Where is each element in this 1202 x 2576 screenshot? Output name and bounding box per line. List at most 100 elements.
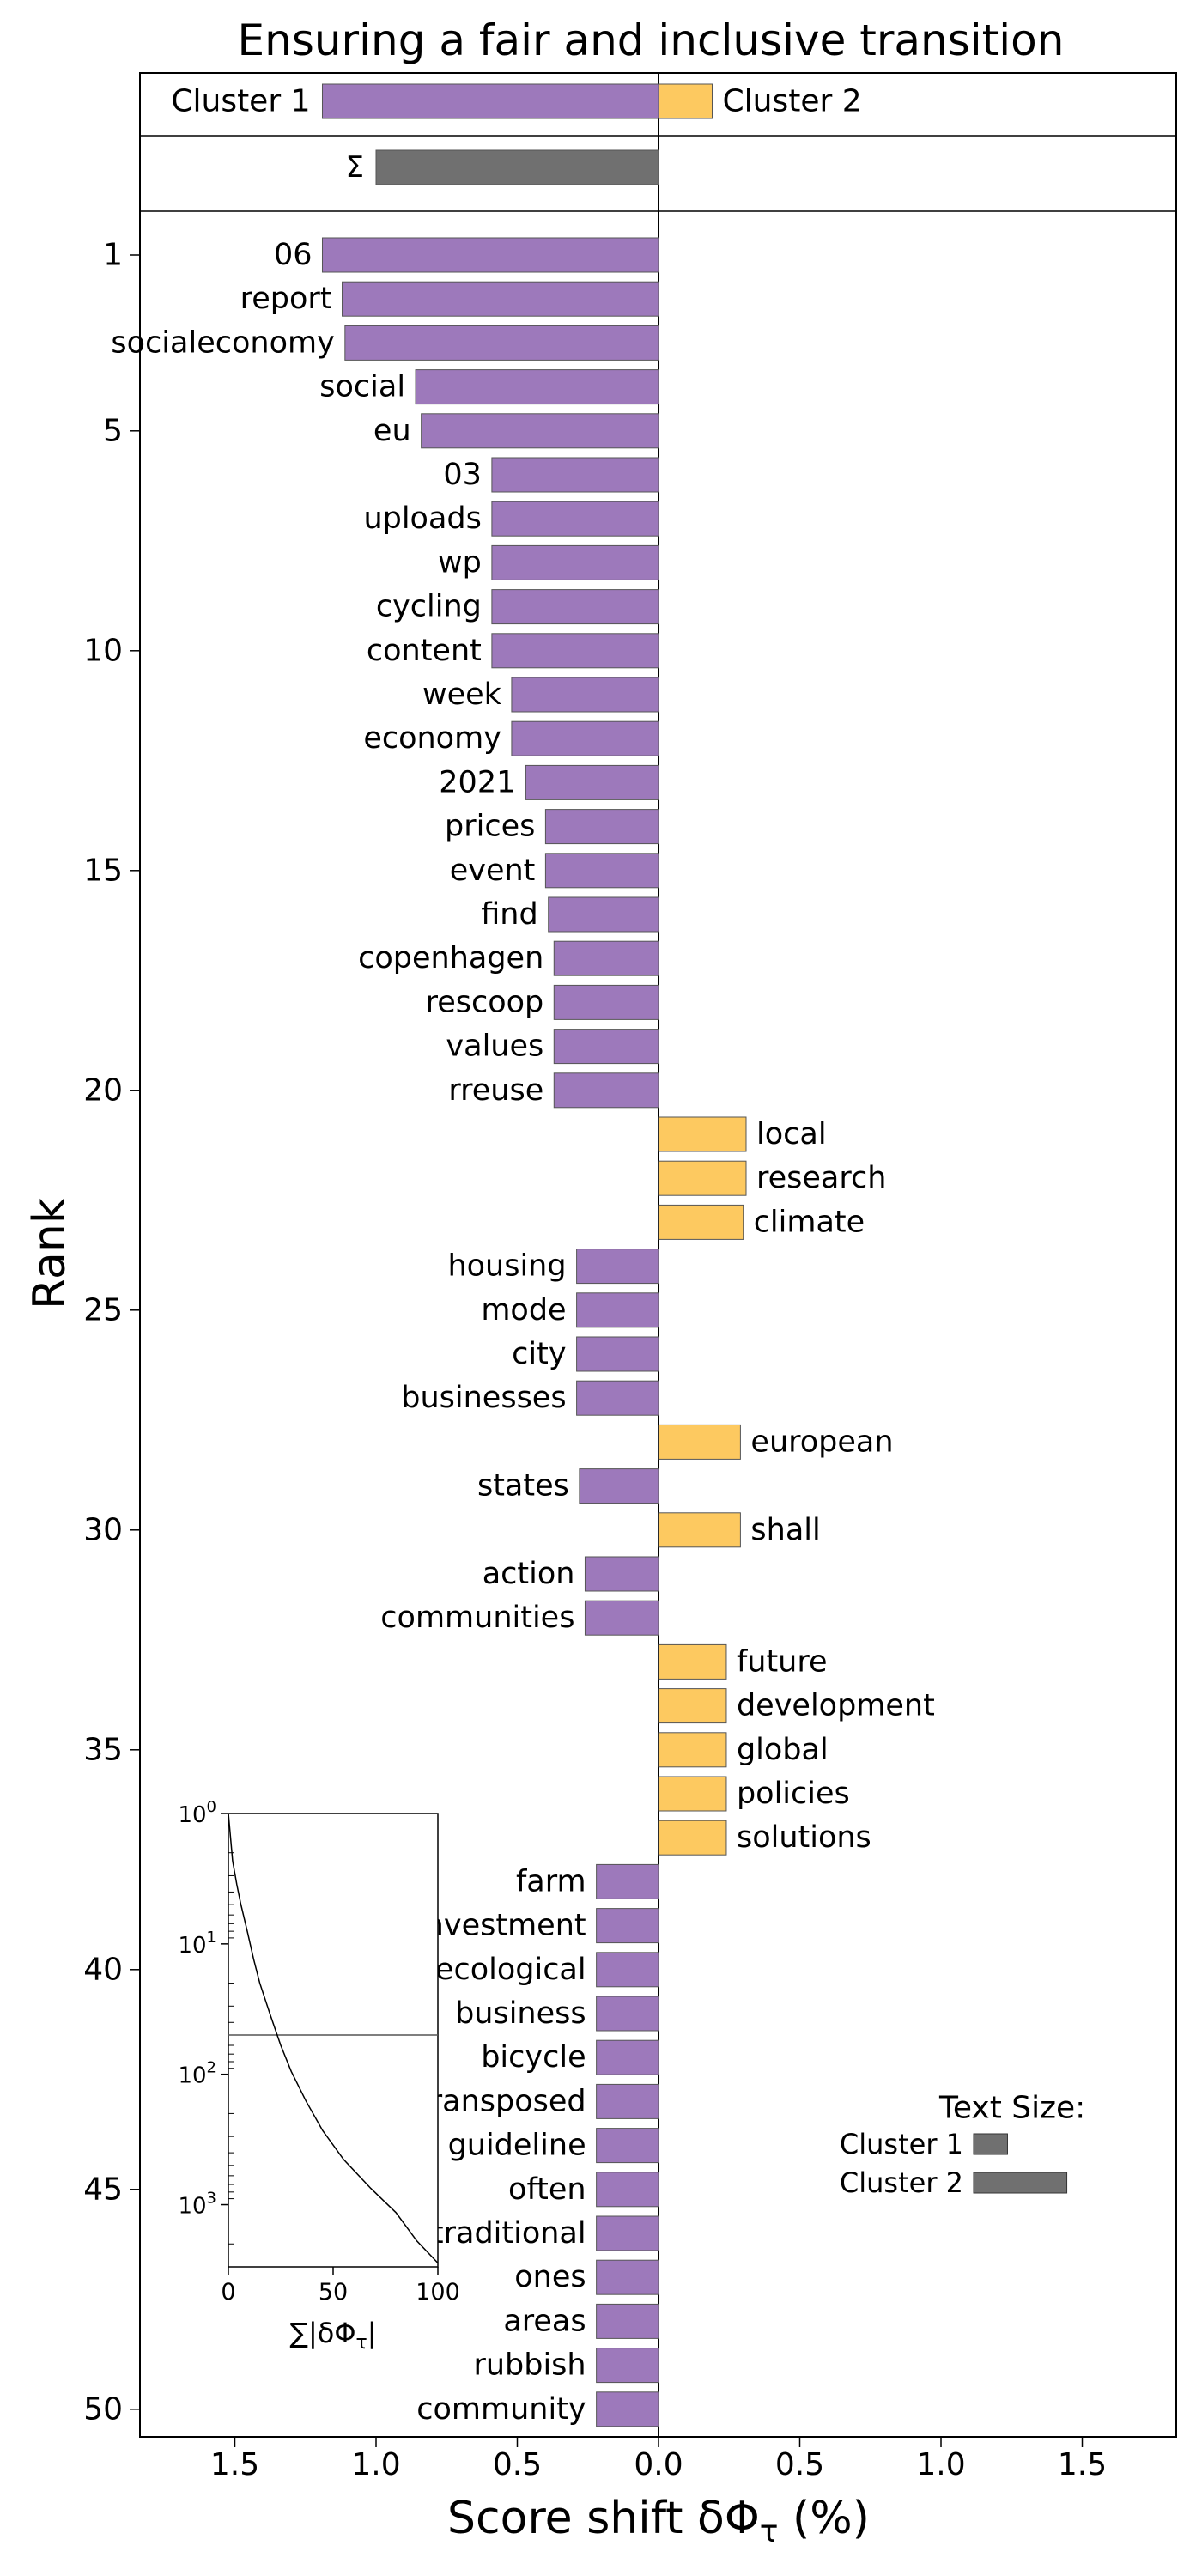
- word-label: guideline: [448, 2129, 586, 2163]
- word-bar: [658, 1116, 747, 1152]
- word-label: climate: [754, 1205, 865, 1239]
- word-bar: [596, 2172, 659, 2208]
- inset-x-label: ∑|δΦτ|: [289, 2317, 376, 2354]
- word-label: 2021: [439, 765, 515, 799]
- text-size-legend: Text Size:Cluster 1 Cluster 2: [840, 2091, 1085, 2200]
- y-tick-label: 5: [103, 413, 123, 448]
- x-tick-label: 0.5: [493, 2447, 542, 2482]
- word-label: ones: [514, 2260, 586, 2294]
- word-bar: [658, 1820, 727, 1856]
- word-bar: [596, 1863, 659, 1899]
- word-label: wp: [438, 545, 482, 580]
- word-bar: [596, 1908, 659, 1944]
- word-bar: [576, 1336, 659, 1372]
- word-label: traditional: [432, 2216, 586, 2251]
- y-tick-label: 50: [83, 2391, 123, 2427]
- inset-x-tick-label: 100: [416, 2279, 460, 2306]
- word-bar: [491, 589, 659, 625]
- inset-y-tick-label: 103: [178, 2190, 216, 2220]
- word-bar: [525, 764, 659, 800]
- y-tick-label: 25: [83, 1292, 123, 1327]
- legend-label: Cluster 2: [840, 2166, 963, 2199]
- word-bar: [576, 1380, 659, 1416]
- word-bar: [548, 896, 659, 933]
- word-label: 06: [274, 238, 313, 272]
- word-label: eu: [373, 414, 411, 448]
- word-label: rreuse: [448, 1073, 543, 1108]
- word-bar: [553, 1029, 659, 1065]
- word-label: future: [737, 1644, 828, 1679]
- word-bar: [491, 544, 659, 580]
- word-bar: [511, 720, 659, 756]
- word-bar: [596, 1996, 659, 2032]
- word-label: policies: [737, 1777, 850, 1811]
- y-tick-label: 45: [83, 2172, 123, 2207]
- word-bar: [596, 2259, 659, 2295]
- word-bar: [584, 1556, 659, 1592]
- word-bar: [658, 1160, 747, 1196]
- chart-title: Ensuring a fair and inclusive transition: [238, 15, 1065, 65]
- y-tick-label: 15: [83, 853, 123, 888]
- word-bar: [553, 940, 659, 976]
- word-bar: [544, 853, 659, 889]
- word-label: socialeconomy: [111, 325, 334, 360]
- word-label: mode: [481, 1293, 566, 1327]
- x-tick-label: 1.5: [1058, 2447, 1107, 2482]
- word-label: communities: [380, 1601, 574, 1635]
- word-label: research: [756, 1161, 886, 1195]
- summary-bar-cluster2: [658, 83, 713, 119]
- word-label: cycling: [376, 590, 482, 624]
- word-bar: [576, 1249, 659, 1285]
- word-bar: [658, 1512, 741, 1548]
- x-tick-label: 0.0: [634, 2447, 683, 2482]
- summary-bar-cluster1: [321, 83, 659, 119]
- word-bar: [658, 1643, 727, 1680]
- word-label: report: [240, 282, 332, 316]
- word-bar: [596, 2215, 659, 2251]
- word-bar: [658, 1204, 744, 1240]
- word-bar: [658, 1732, 727, 1768]
- word-bar: [553, 984, 659, 1020]
- x-tick-label: 0.5: [775, 2447, 824, 2482]
- word-label: shall: [750, 1513, 820, 1547]
- y-tick-label: 30: [83, 1512, 123, 1547]
- y-tick-label: 35: [83, 1732, 123, 1767]
- word-bar: [491, 457, 659, 493]
- word-label: development: [737, 1689, 935, 1723]
- summary-label-cluster1: Cluster 1: [171, 84, 310, 119]
- word-bar: [658, 1776, 727, 1812]
- y-tick-label: 10: [83, 633, 123, 668]
- word-label: solutions: [737, 1820, 871, 1855]
- word-bar: [415, 369, 659, 405]
- word-label: values: [446, 1030, 543, 1064]
- inset-cumulative-line: [228, 1813, 439, 2264]
- word-label: often: [508, 2172, 586, 2207]
- word-label: 03: [443, 458, 482, 492]
- word-label: transposed: [418, 2084, 586, 2118]
- inset-cumulative-plot: 100 101 102 103 0 50 100 ∑|δΦτ|: [178, 1798, 459, 2354]
- word-label: bicycle: [481, 2040, 586, 2075]
- word-label: copenhagen: [358, 941, 543, 975]
- inset-y-tick-label: 102: [178, 2059, 216, 2089]
- word-label: event: [450, 854, 536, 888]
- word-label: city: [512, 1337, 566, 1371]
- y-tick-label: 20: [83, 1072, 123, 1108]
- word-label: community: [416, 2392, 586, 2427]
- x-tick-label: 1.5: [210, 2447, 259, 2482]
- word-bar: [579, 1468, 659, 1504]
- word-bar: [511, 677, 659, 713]
- word-label: global: [737, 1733, 829, 1767]
- word-label: content: [367, 634, 482, 668]
- summary-label-sum: Σ: [346, 150, 364, 185]
- word-label: areas: [503, 2304, 586, 2338]
- word-bar: [491, 501, 659, 537]
- word-label: farm: [516, 1864, 586, 1899]
- inset-x-tick-label: 0: [221, 2279, 235, 2306]
- legend-bar: [973, 2172, 1068, 2194]
- word-bar: [596, 2039, 659, 2075]
- x-axis-label: Score shift δΦτ (%): [447, 2493, 870, 2549]
- legend-label: Cluster 1: [840, 2128, 963, 2160]
- word-bar: [344, 325, 659, 361]
- x-tick-label: 1.0: [351, 2447, 400, 2482]
